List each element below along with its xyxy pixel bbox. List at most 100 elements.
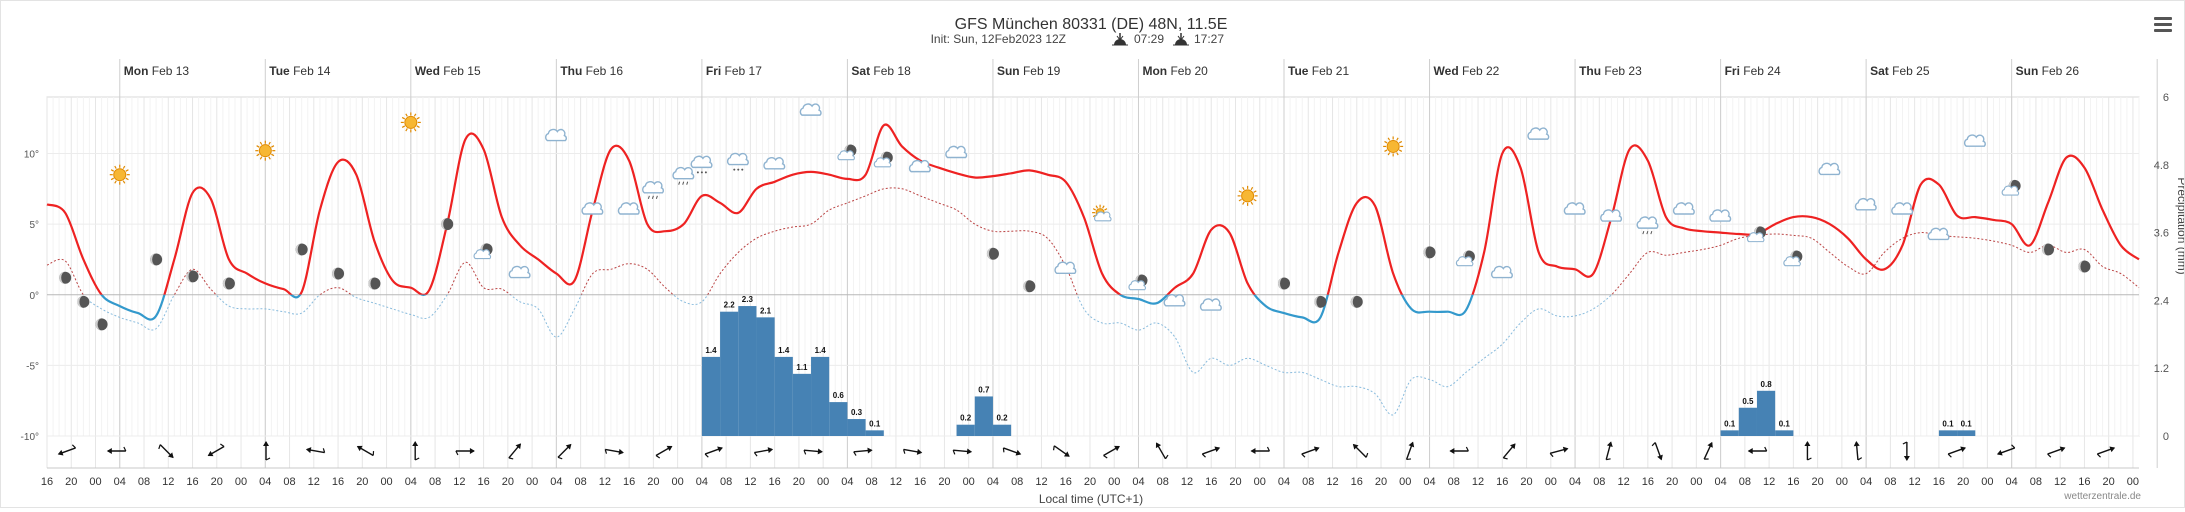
wind-arrow-icon: [1250, 446, 1271, 454]
wind-arrow-icon: [655, 445, 673, 459]
moon-icon: [1423, 246, 1436, 259]
day-label: Sat Feb 18: [851, 64, 911, 78]
day-label: Tue Feb 21: [1288, 64, 1349, 78]
x-tick-label: 20: [647, 476, 659, 488]
day-label: Fri Feb 24: [1725, 64, 1781, 78]
x-tick-label: 12: [162, 476, 174, 488]
moon-icon: [441, 218, 454, 231]
cloud-icon: [1672, 202, 1695, 215]
precip-label: 0.6: [833, 391, 845, 400]
y2-tick-label: 2.4: [2154, 295, 2169, 307]
x-tick-label: 04: [1569, 476, 1581, 488]
y-tick-label: 0°: [29, 291, 39, 302]
precip-label: 0.2: [960, 414, 972, 423]
wind-arrow-icon: [455, 448, 475, 456]
x-tick-label: 16: [1787, 476, 1799, 488]
cloud-icon: [1490, 265, 1513, 279]
day-label: Thu Feb 16: [560, 64, 623, 78]
cloud-icon: [1199, 298, 1222, 311]
chart-title: GFS München 80331 (DE) 48N, 11.5E: [955, 16, 1228, 33]
cloud-icon: [1600, 209, 1623, 222]
wind-arrow-icon: [508, 443, 522, 460]
cloud-icon: [1054, 261, 1077, 275]
cloud-rain-icon: [1636, 216, 1659, 235]
x-tick-label: 04: [259, 476, 271, 488]
x-tick-label: 08: [866, 476, 878, 488]
moon-icon: [368, 277, 381, 290]
x-tick-label: 12: [890, 476, 902, 488]
precip-label: 2.3: [742, 295, 754, 304]
cloud-rain-icon: [642, 181, 665, 199]
x-tick-label: 20: [793, 476, 805, 488]
precip-bar: [829, 402, 848, 436]
moon-icon: [332, 267, 345, 280]
x-tick-label: 04: [2006, 476, 2018, 488]
wind-arrow-icon: [57, 444, 76, 456]
precip-bar: [847, 419, 866, 436]
x-tick-label: 08: [720, 476, 732, 488]
moon-icon: [2078, 260, 2091, 273]
x-tick-label: 00: [1254, 476, 1266, 488]
sunrise-time: 07:29: [1134, 32, 1164, 46]
x-tick-label: 08: [1448, 476, 1460, 488]
y2-tick-label: 3.6: [2154, 228, 2169, 240]
day-label: Mon Feb 13: [124, 64, 190, 78]
dewpoint-line: [46, 187, 2140, 295]
precip-bar: [774, 356, 793, 436]
cloud-snow-icon: [726, 152, 749, 171]
moon-cloud-icon: [1746, 226, 1766, 243]
temperature-line: [46, 123, 2140, 295]
x-tick-label: 16: [1496, 476, 1508, 488]
y2-tick-label: 1.2: [2154, 363, 2169, 375]
wind-arrow-icon: [902, 448, 923, 455]
wind-arrow-icon: [263, 441, 271, 461]
x-tick-label: 20: [1957, 476, 1969, 488]
wind-arrow-icon: [1201, 446, 1221, 458]
precip-bar: [1756, 390, 1776, 436]
moon-icon: [150, 253, 163, 266]
sunrise-icon: [1112, 33, 1128, 46]
x-tick-label: 00: [380, 476, 392, 488]
x-tick-label: 00: [1108, 476, 1120, 488]
wind-arrow-icon: [106, 446, 127, 454]
x-tick-label: 12: [1472, 476, 1484, 488]
x-tick-label: 12: [599, 476, 611, 488]
day-label: Sun Feb 26: [2016, 64, 2080, 78]
precip-bar: [956, 424, 975, 436]
x-tick-label: 00: [1690, 476, 1702, 488]
x-tick-label: 00: [963, 476, 975, 488]
day-label: Sat Feb 25: [1870, 64, 1930, 78]
sun-icon: [109, 164, 130, 185]
precip-label: 0.5: [1742, 397, 1754, 406]
x-tick-label: 20: [2103, 476, 2115, 488]
sun-cloud-icon: [1092, 204, 1112, 222]
sun-icon: [1237, 185, 1258, 206]
wind-arrow-icon: [1002, 447, 1022, 456]
cloud-icon: [508, 265, 531, 279]
x-tick-label: 08: [1884, 476, 1896, 488]
precip-label: 1.4: [705, 346, 717, 355]
x-tick-label: 04: [1714, 476, 1726, 488]
hamburger-menu-icon[interactable]: [2154, 17, 2172, 33]
cloud-icon: [1709, 209, 1732, 222]
precip-bar: [974, 396, 993, 436]
x-tick-label: 20: [65, 476, 77, 488]
precip-bar: [865, 430, 884, 436]
wind-arrow-icon: [1502, 443, 1516, 460]
precip-label: 0.1: [869, 419, 881, 428]
wind-arrow-icon: [1853, 441, 1863, 461]
x-tick-label: 16: [332, 476, 344, 488]
x-tick-label: 16: [1351, 476, 1363, 488]
precip-bar: [720, 311, 739, 436]
precip-label: 0.1: [1779, 419, 1791, 428]
x-tick-label: 20: [356, 476, 368, 488]
wind-arrow-icon: [1155, 442, 1169, 460]
wind-arrow-icon: [158, 444, 174, 459]
wind-arrow-icon: [207, 443, 225, 457]
cloud-icon: [1854, 197, 1877, 211]
precip-bar: [701, 356, 721, 436]
x-tick-label: 12: [744, 476, 756, 488]
wind-arrow-icon: [1549, 446, 1569, 458]
